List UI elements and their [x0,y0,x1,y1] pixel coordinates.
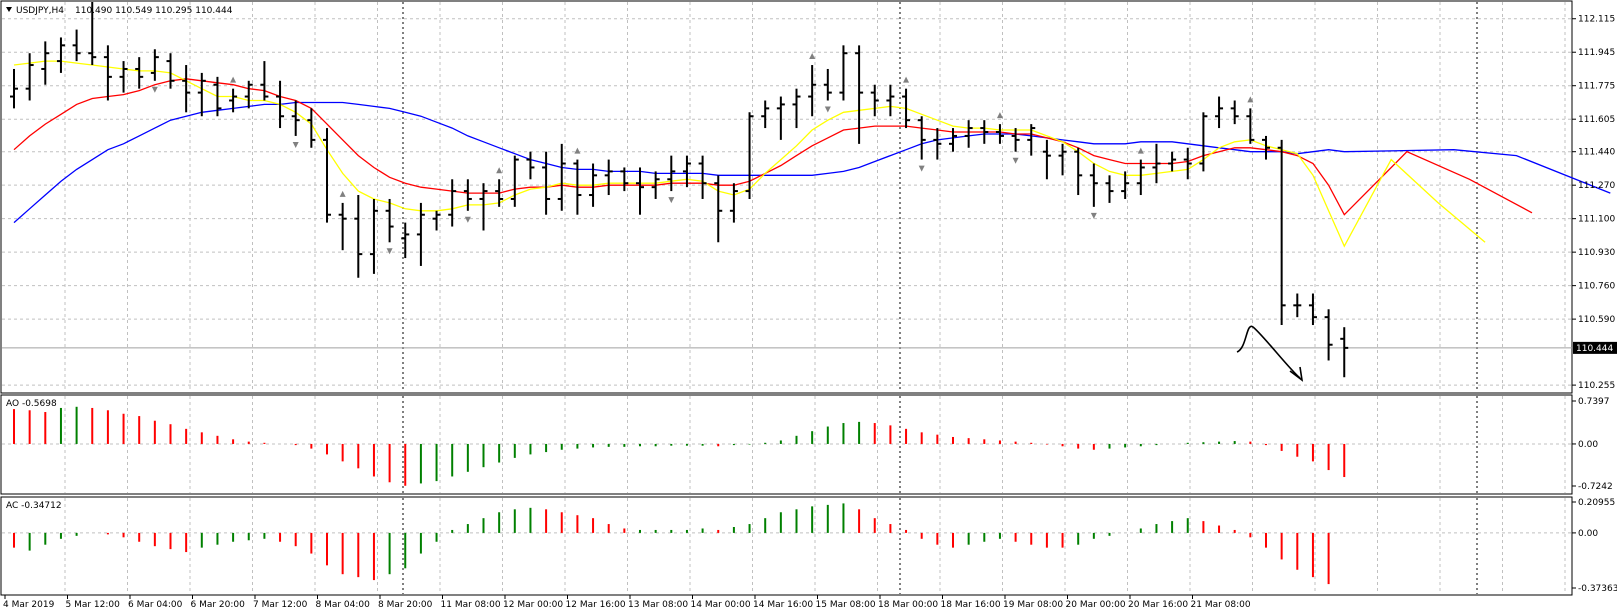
price-tick-label: 110.255 [1578,381,1615,391]
ac-label: AC -0.34712 [6,501,62,511]
time-tick-label: 12 Mar 00:00 [503,600,563,610]
price-tick-label: 111.270 [1578,181,1615,191]
fractal-down-icon [824,106,831,113]
price-tick-label: 110.590 [1578,315,1615,325]
ao-grid [2,396,1572,493]
time-tick-label: 11 Mar 08:00 [441,600,501,610]
fractal-down-icon [1012,157,1019,164]
time-tick-label: 19 Mar 08:00 [1003,600,1063,610]
ac-histogram [13,503,1330,585]
osc-tick-label: 0.20955 [1578,498,1615,508]
fractal-down-icon [386,248,393,255]
price-tick-label: 110.760 [1578,282,1615,292]
main-price-panel[interactable] [0,0,1573,394]
ao-panel[interactable] [0,394,1573,495]
ao-axis: 0.7397 0.00 -0.7242 [1572,397,1613,492]
price-bars [10,2,1349,378]
time-tick-label: 21 Mar 08:00 [1191,600,1251,610]
fractal-up-icon [1137,147,1144,154]
ac-axis: 0.20955 0.00 -0.37363 [1572,498,1617,594]
main-grid [2,2,1572,392]
osc-tick-label: 0.00 [1578,529,1598,539]
fractal-down-icon [918,165,925,172]
forecast-arrow-line[interactable] [1236,325,1301,379]
collapse-triangle-icon[interactable] [6,7,12,12]
price-tick-label: 111.100 [1578,215,1615,225]
osc-tick-label: -0.7242 [1578,482,1613,492]
chart-ohlc-values: 110.490 110.549 110.295 110.444 [75,6,233,16]
price-tick-label: 111.605 [1578,115,1615,125]
fractal-up-icon [339,190,346,197]
fractal-down-icon [464,216,471,223]
fractal-down-icon [292,141,299,148]
time-tick-label: 7 Mar 12:00 [253,600,308,610]
current-price-box [1573,341,1617,354]
fractal-up-icon [903,76,910,83]
fractal-up-icon [809,53,816,60]
price-axis: 112.115 111.945 111.775 111.605 111.440 111.2… [1572,15,1617,391]
fractal-up-icon [1247,96,1254,103]
time-axis: 4 Mar 2019 5 Mar 12:00 6 Mar 04:00 6 Mar 20… [3,595,1251,610]
fractal-down-icon [668,197,675,204]
time-tick-label: 18 Mar 16:00 [941,600,1001,610]
osc-tick-label: 0.7397 [1578,397,1610,407]
osc-tick-label: -0.37363 [1578,584,1617,594]
time-tick-label: 20 Mar 16:00 [1128,600,1188,610]
forecast-arrow-head [1289,366,1304,382]
time-tick-label: 5 Mar 12:00 [66,600,121,610]
time-tick-label: 8 Mar 04:00 [316,600,371,610]
fractal-up-icon [496,167,503,174]
fractal-up-icon [996,112,1003,119]
price-tick-label: 111.945 [1578,48,1615,58]
fractal-up-icon [230,76,237,83]
time-tick-label: 15 Mar 08:00 [816,600,876,610]
time-tick-label: 4 Mar 2019 [3,600,55,610]
fractal-down-icon [1090,212,1097,219]
price-tick-label: 111.775 [1578,82,1615,92]
time-tick-label: 14 Mar 00:00 [691,600,751,610]
osc-tick-label: 0.00 [1578,440,1598,450]
time-tick-label: 8 Mar 20:00 [378,600,433,610]
ao-histogram [13,406,1346,486]
price-tick-label: 111.440 [1578,148,1615,158]
time-tick-label: 20 Mar 00:00 [1066,600,1126,610]
fractal-down-icon [151,86,158,93]
ac-panel[interactable] [0,496,1573,596]
chart-symbol: USDJPY,H4 [16,6,64,16]
time-tick-label: 12 Mar 16:00 [566,600,626,610]
fractal-markers [151,53,1254,255]
time-tick-label: 18 Mar 00:00 [878,600,938,610]
time-tick-label: 14 Mar 16:00 [753,600,813,610]
ao-label: AO -0.5698 [6,399,57,409]
fractal-up-icon [574,147,581,154]
price-tick-label: 112.115 [1578,15,1615,25]
time-tick-label: 13 Mar 08:00 [628,600,688,610]
price-tick-label: 110.930 [1578,248,1615,258]
ac-grid [2,498,1572,594]
current-price-label: 110.444 [1576,344,1613,354]
time-tick-label: 6 Mar 20:00 [191,600,246,610]
time-tick-label: 6 Mar 04:00 [128,600,183,610]
